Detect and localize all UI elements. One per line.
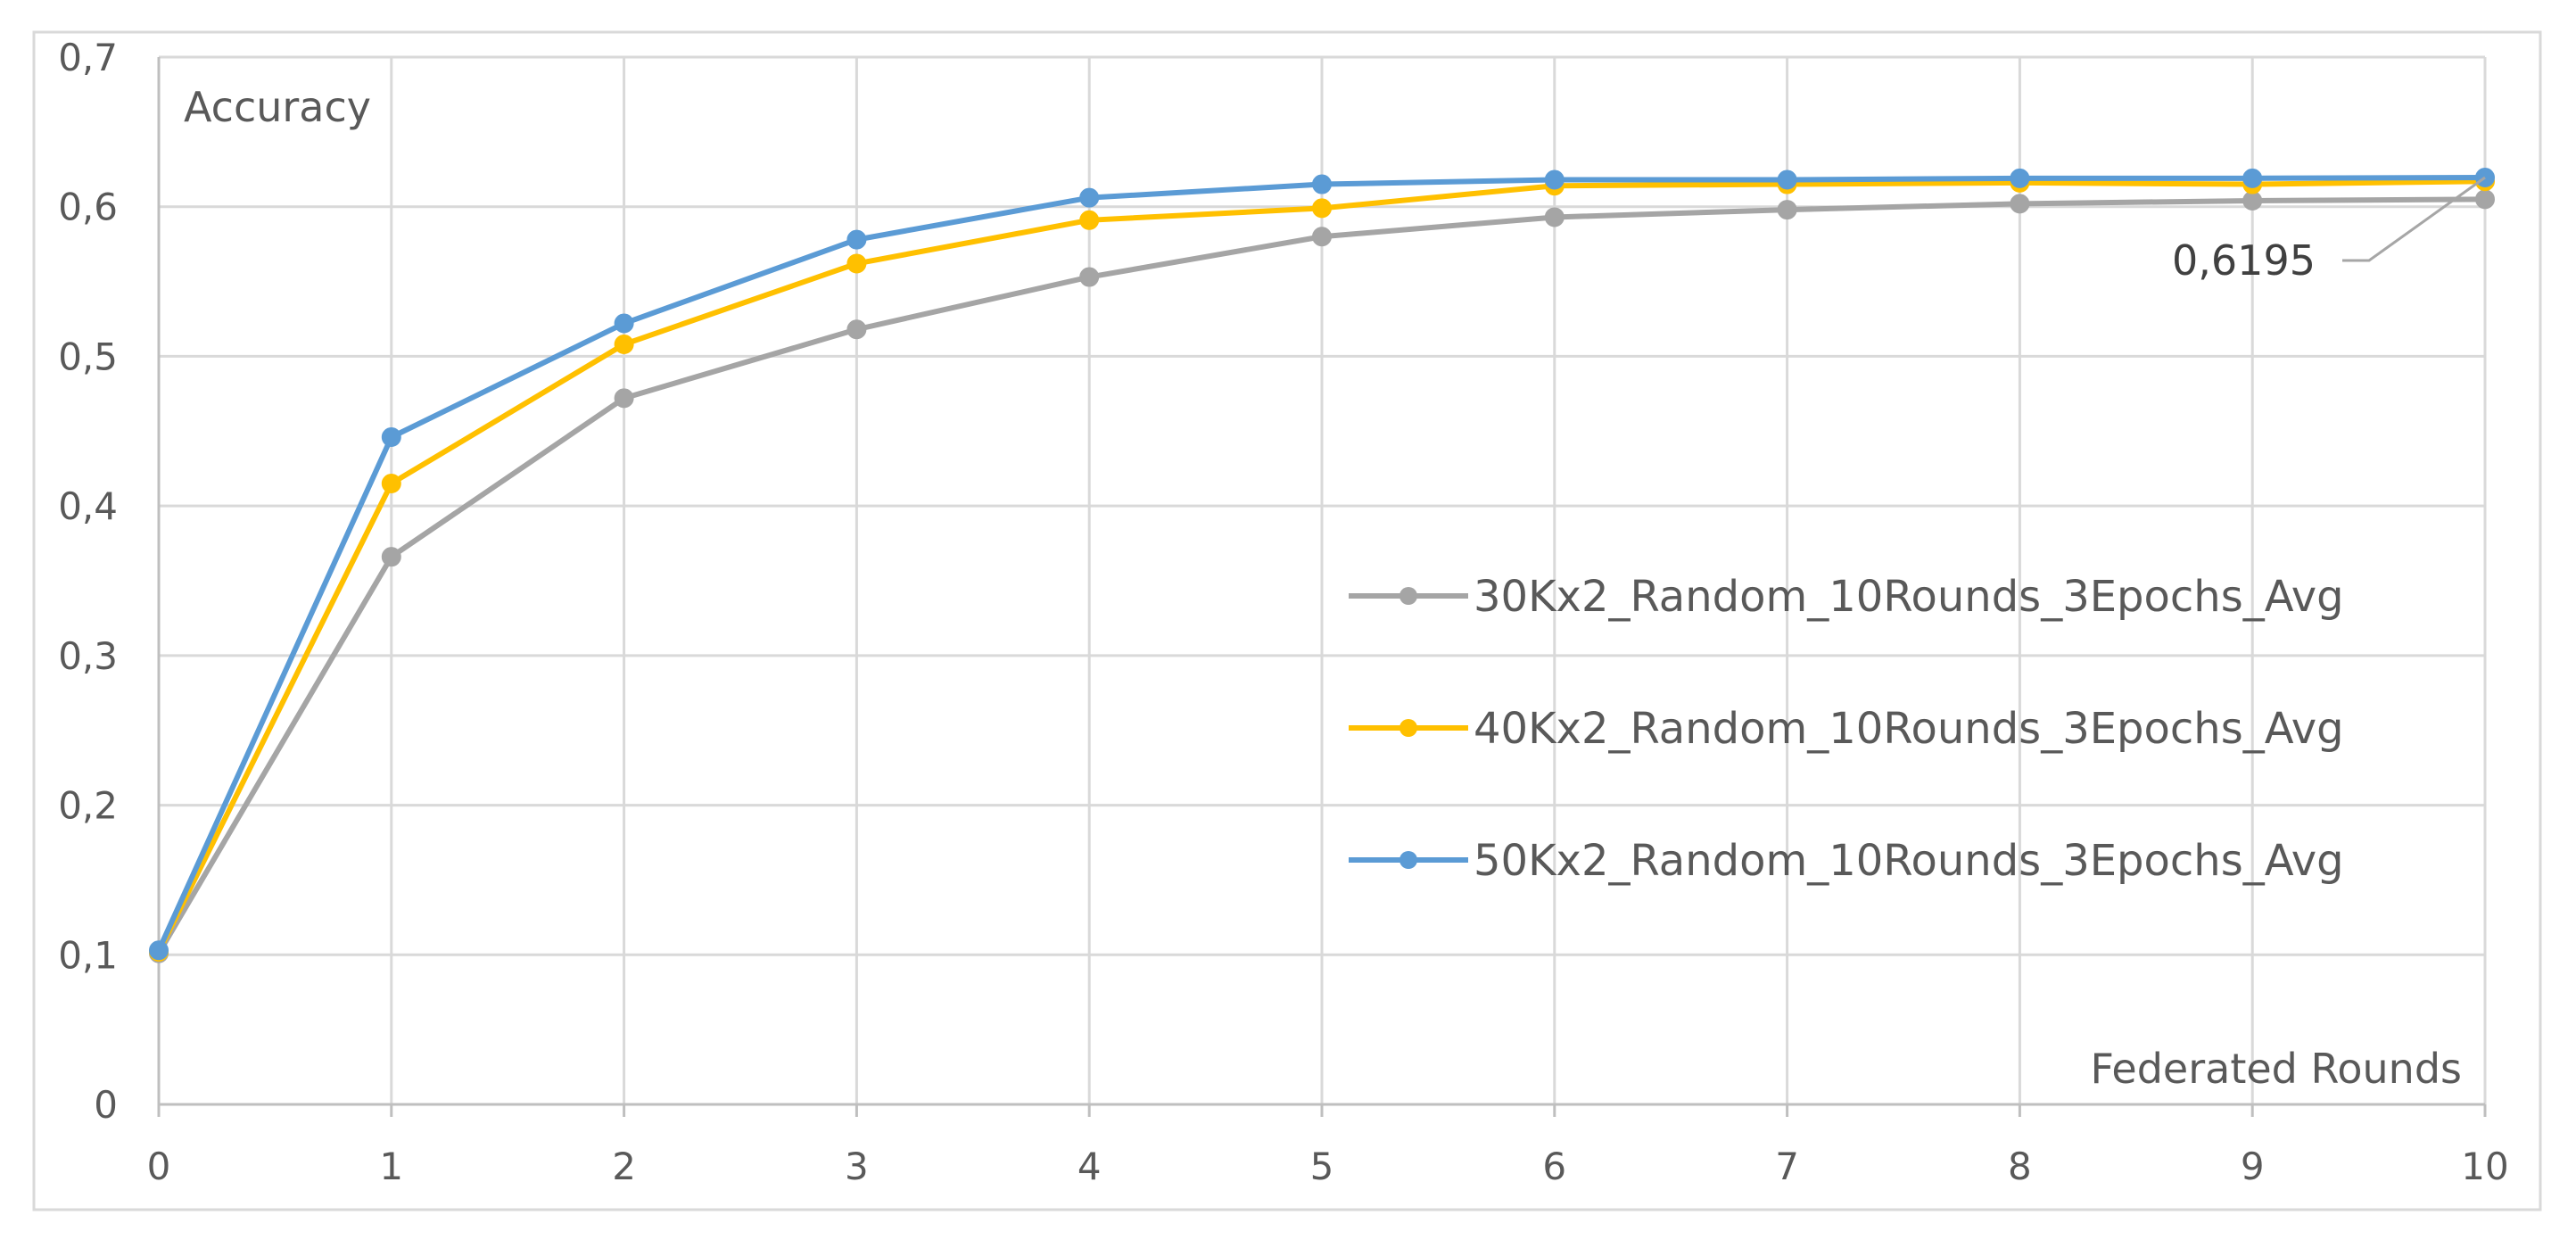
x-tick-label: 9 xyxy=(2241,1145,2265,1188)
data-point xyxy=(1079,187,1100,208)
data-point xyxy=(381,426,401,447)
x-axis-title: Federated Rounds xyxy=(2090,1045,2462,1093)
data-point xyxy=(2010,168,2030,188)
x-tick-label: 10 xyxy=(2461,1145,2508,1188)
y-axis-title: Accuracy xyxy=(184,83,371,131)
data-point xyxy=(846,253,867,274)
data-point xyxy=(846,229,867,250)
y-tick-label: 0,5 xyxy=(58,335,118,378)
annotation-leader-line xyxy=(2342,176,2486,262)
data-point xyxy=(2475,189,2495,210)
y-tick-label: 0,3 xyxy=(58,634,118,678)
x-tick-label: 0 xyxy=(147,1145,171,1188)
labels: 0 0,1 0,2 0,3 0,4 0,5 0,6 0,7 0 1 2 3 4 5 6 7 8 9 10 Accura… xyxy=(58,36,2509,1188)
data-point xyxy=(614,313,634,334)
legend-swatch-marker xyxy=(1399,587,1417,605)
data-point xyxy=(1544,169,1565,190)
data-point xyxy=(614,335,634,355)
axes xyxy=(157,57,2487,1117)
legend-swatch-marker xyxy=(1399,719,1417,737)
x-tick-label: 1 xyxy=(379,1145,403,1188)
legend-entry-label: 50Kx2_Random_10Rounds_3Epochs_Avg xyxy=(1474,836,2344,886)
data-point xyxy=(381,547,401,567)
x-tick-label: 5 xyxy=(1310,1145,1334,1188)
data-point xyxy=(1312,227,1332,247)
data-point xyxy=(1777,169,1797,190)
legend-swatch-marker xyxy=(1399,851,1417,869)
x-tick-label: 8 xyxy=(2008,1145,2032,1188)
chart-border xyxy=(32,30,2542,1211)
x-tick-label: 6 xyxy=(1542,1145,1566,1188)
data-point xyxy=(614,388,634,409)
legend: 30Kx2_Random_10Rounds_3Epochs_Avg 40Kx2_R… xyxy=(1349,572,2344,886)
x-tick-label: 7 xyxy=(1775,1145,1799,1188)
series-lines xyxy=(149,168,2495,963)
x-tick-label: 2 xyxy=(612,1145,636,1188)
y-tick-label: 0,1 xyxy=(58,933,118,977)
data-point xyxy=(149,940,169,961)
data-label: 0,6195 xyxy=(2172,236,2316,285)
data-point xyxy=(846,319,867,340)
y-tick-label: 0,4 xyxy=(58,484,118,528)
x-tick-label: 4 xyxy=(1077,1145,1102,1188)
legend-entry-label: 30Kx2_Random_10Rounds_3Epochs_Avg xyxy=(1474,572,2344,622)
legend-entry-label: 40Kx2_Random_10Rounds_3Epochs_Avg xyxy=(1474,704,2344,754)
x-tick-label: 3 xyxy=(845,1145,869,1188)
data-point xyxy=(1079,210,1100,230)
y-tick-label: 0,7 xyxy=(58,36,118,79)
data-point xyxy=(1777,200,1797,220)
data-point xyxy=(1544,207,1565,227)
y-tick-label: 0,2 xyxy=(58,784,118,828)
data-point xyxy=(2242,191,2263,211)
data-point xyxy=(2242,168,2263,188)
data-point xyxy=(1312,174,1332,194)
data-point xyxy=(1079,267,1100,287)
data-point xyxy=(2010,194,2030,214)
data-point xyxy=(381,473,401,493)
y-tick-label: 0,6 xyxy=(58,186,118,229)
data-point xyxy=(1312,198,1332,219)
y-tick-label: 0 xyxy=(94,1083,118,1127)
